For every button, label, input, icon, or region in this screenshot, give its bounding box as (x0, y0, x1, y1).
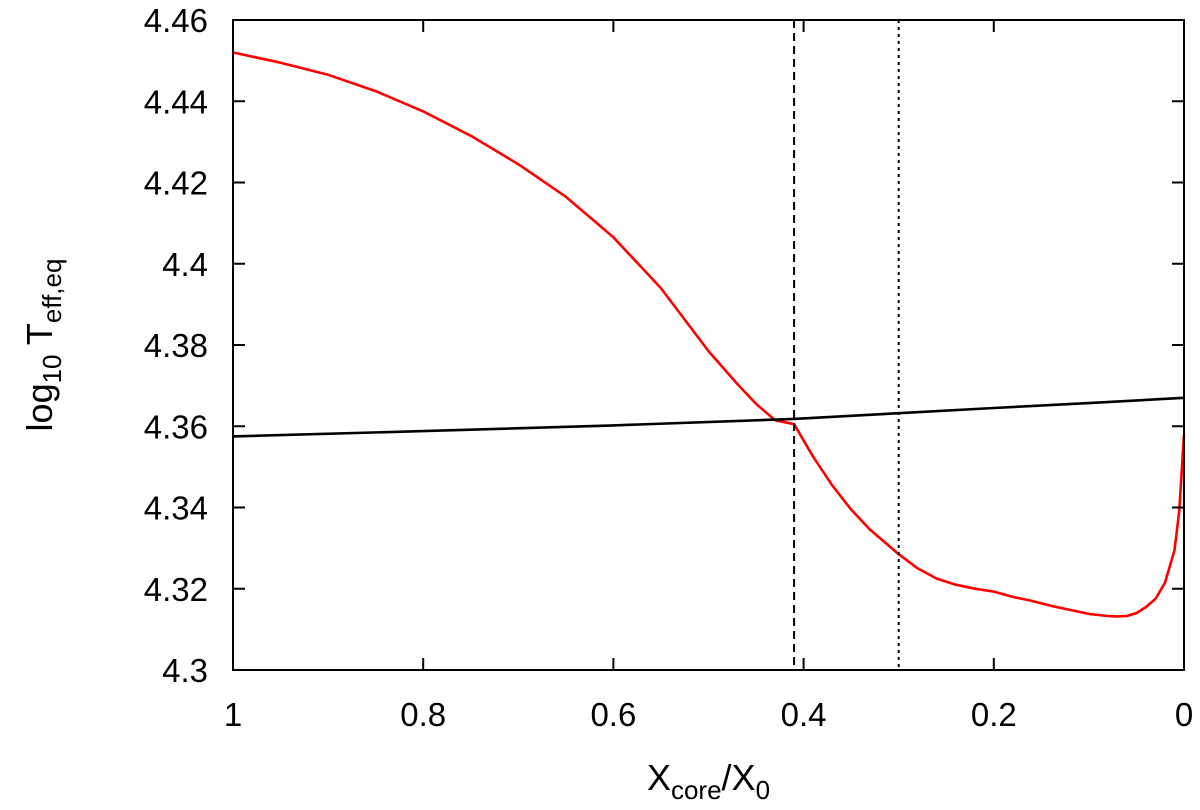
series-line-2 (232, 396, 1185, 438)
x-axis-title-sep: /X (722, 757, 756, 798)
y-tick-label: 4.4 (162, 246, 208, 283)
y-tick-label: 4.34 (144, 490, 208, 527)
y-tick-label: 4.38 (144, 327, 208, 364)
x-tick-label: 0 (1175, 696, 1193, 733)
x-tick-label: 1 (224, 696, 242, 733)
y-axis-title-sub: 10 (37, 354, 67, 383)
y-tick-label: 4.46 (144, 2, 208, 39)
reference-lines (793, 20, 900, 670)
y-tick-label: 4.42 (144, 165, 208, 202)
axis-ticks (232, 19, 1185, 671)
y-axis-title-mid: T (19, 323, 60, 354)
y-tick-label: 4.36 (144, 408, 208, 445)
x-axis-title-main: X (647, 757, 671, 798)
x-tick-label: 0.8 (400, 696, 446, 733)
x-tick-label: 0.2 (971, 696, 1017, 733)
plot-frame (232, 19, 1185, 671)
x-axis-title-sub: core (671, 775, 722, 805)
x-axis-title: Xcore/X0 (647, 757, 770, 805)
series-line-1 (232, 51, 1186, 618)
y-tick-label: 4.44 (144, 83, 208, 120)
y-tick-label: 4.32 (144, 571, 208, 608)
y-axis-title-main: log (19, 383, 60, 431)
y-axis-title-sub2: eff,eq (37, 259, 67, 324)
x-axis-title-sub2: 0 (756, 775, 770, 805)
x-tick-label: 0.4 (781, 696, 827, 733)
series-layer (232, 51, 1186, 618)
x-tick-label: 0.6 (590, 696, 636, 733)
y-tick-label: 4.3 (162, 652, 208, 689)
y-axis-title: log10 Teff,eq (19, 259, 67, 432)
tick-labels: 1 0.8 0.6 0.4 0.2 0 4.3 4.32 4.34 4.36 4.38 4.4 4.42… (144, 2, 1193, 733)
